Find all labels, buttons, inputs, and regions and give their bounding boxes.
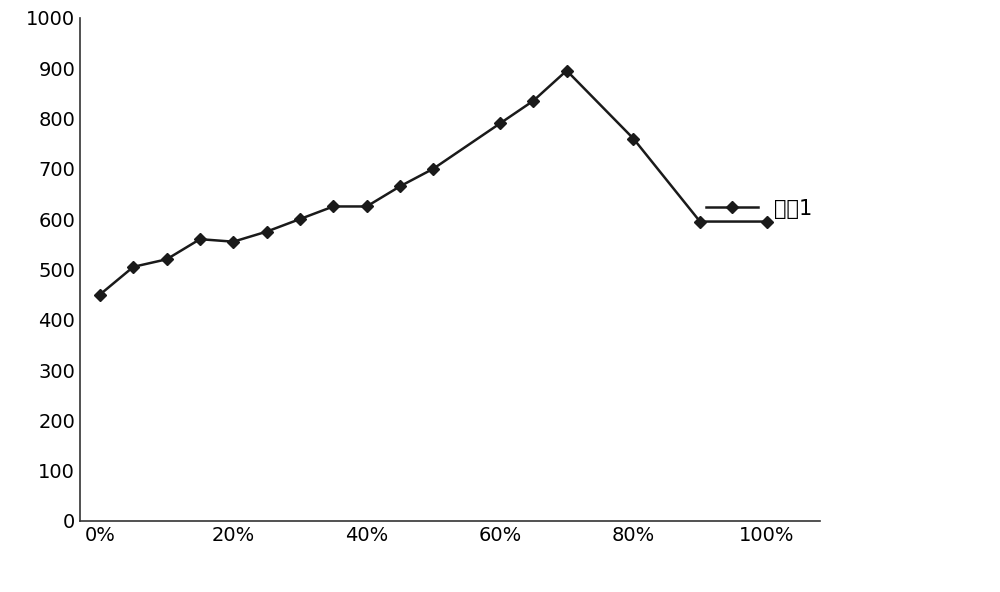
系列1 xyxy=(527,97,539,104)
系列1 xyxy=(427,165,439,172)
系列1 xyxy=(161,256,173,263)
系列1 xyxy=(761,218,773,225)
Legend: 系列1: 系列1 xyxy=(697,191,821,227)
系列1 xyxy=(227,238,239,245)
系列1 xyxy=(694,218,706,225)
系列1 xyxy=(394,183,406,190)
系列1 xyxy=(294,215,306,223)
系列1 xyxy=(627,135,639,142)
系列1 xyxy=(94,291,106,298)
系列1 xyxy=(261,228,273,235)
系列1 xyxy=(194,236,206,243)
系列1 xyxy=(327,203,339,210)
系列1 xyxy=(494,120,506,127)
系列1 xyxy=(361,203,373,210)
系列1 xyxy=(127,263,139,271)
Line: 系列1: 系列1 xyxy=(96,66,771,299)
系列1 xyxy=(561,67,573,74)
